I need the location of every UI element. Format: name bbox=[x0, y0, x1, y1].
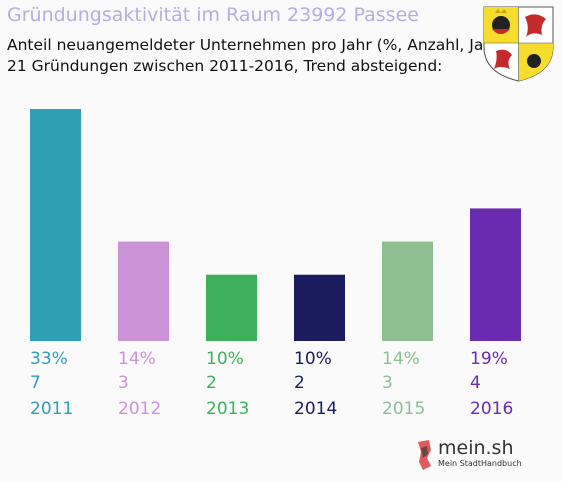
year-label-2013: 2013 bbox=[206, 399, 249, 419]
count-label-2015: 3 bbox=[382, 373, 393, 393]
chart-subtitle-line1: Anteil neuangemeldeter Unternehmen pro J… bbox=[7, 36, 506, 54]
year-label-2015: 2015 bbox=[382, 399, 425, 419]
bar-2013 bbox=[206, 274, 257, 341]
count-label-2016: 4 bbox=[470, 373, 481, 393]
percent-label-2012: 14% bbox=[118, 349, 156, 369]
chart-subtitle-line2: 21 Gründungen zwischen 2011-2016, Trend … bbox=[7, 57, 443, 75]
bar-2016 bbox=[470, 208, 521, 341]
percent-label-2013: 10% bbox=[206, 349, 244, 369]
bar-2011 bbox=[30, 109, 81, 341]
count-label-2013: 2 bbox=[206, 373, 217, 393]
bar-2014 bbox=[294, 274, 345, 341]
year-label-2014: 2014 bbox=[294, 399, 337, 419]
logo-subtext: Mein StadtHandbuch bbox=[438, 459, 522, 468]
logo-text: mein.sh bbox=[438, 437, 514, 459]
year-label-2012: 2012 bbox=[118, 399, 161, 419]
year-label-2016: 2016 bbox=[470, 399, 513, 419]
mein-sh-logo-icon bbox=[418, 440, 431, 470]
count-label-2012: 3 bbox=[118, 373, 129, 393]
count-label-2014: 2 bbox=[294, 373, 305, 393]
coat-of-arms-icon bbox=[483, 6, 554, 82]
percent-label-2015: 14% bbox=[382, 349, 420, 369]
bar-2012 bbox=[118, 241, 169, 341]
percent-label-2011: 33% bbox=[30, 349, 68, 369]
percent-label-2016: 19% bbox=[470, 349, 508, 369]
percent-label-2014: 10% bbox=[294, 349, 332, 369]
year-label-2011: 2011 bbox=[30, 399, 73, 419]
bar-2015 bbox=[382, 241, 433, 341]
count-label-2011: 7 bbox=[30, 373, 41, 393]
chart-title: Gründungsaktivität im Raum 23992 Passee bbox=[7, 4, 419, 26]
